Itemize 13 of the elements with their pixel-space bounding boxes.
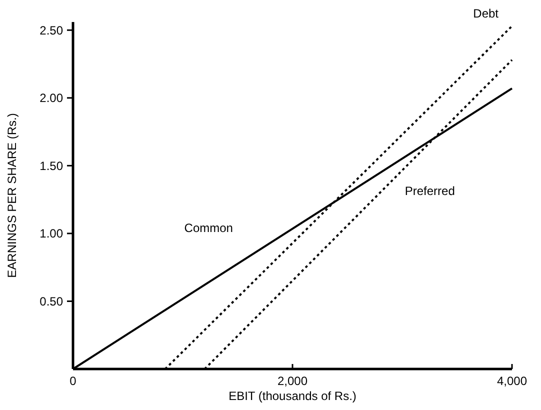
series-label: Preferred	[404, 184, 455, 198]
y-tick-label: 1.50	[40, 158, 64, 173]
x-tick-label: 2,000	[277, 374, 308, 388]
x-axis-title: EBIT (thousands of Rs.)	[228, 389, 356, 403]
series-label: Debt	[473, 6, 500, 20]
text: Common	[184, 220, 233, 235]
y-tick-label: 1.00	[40, 226, 64, 241]
y-tick-label: 0.50	[40, 294, 64, 308]
y-axis-title: EARNINGS PER SHARE (Rs.)	[5, 113, 19, 278]
y-tick-label: 2.00	[40, 91, 64, 106]
x-tick-label: 0	[70, 374, 77, 388]
y-tick-label: 2.50	[40, 23, 64, 38]
x-tick-label: 4,000	[496, 374, 528, 388]
